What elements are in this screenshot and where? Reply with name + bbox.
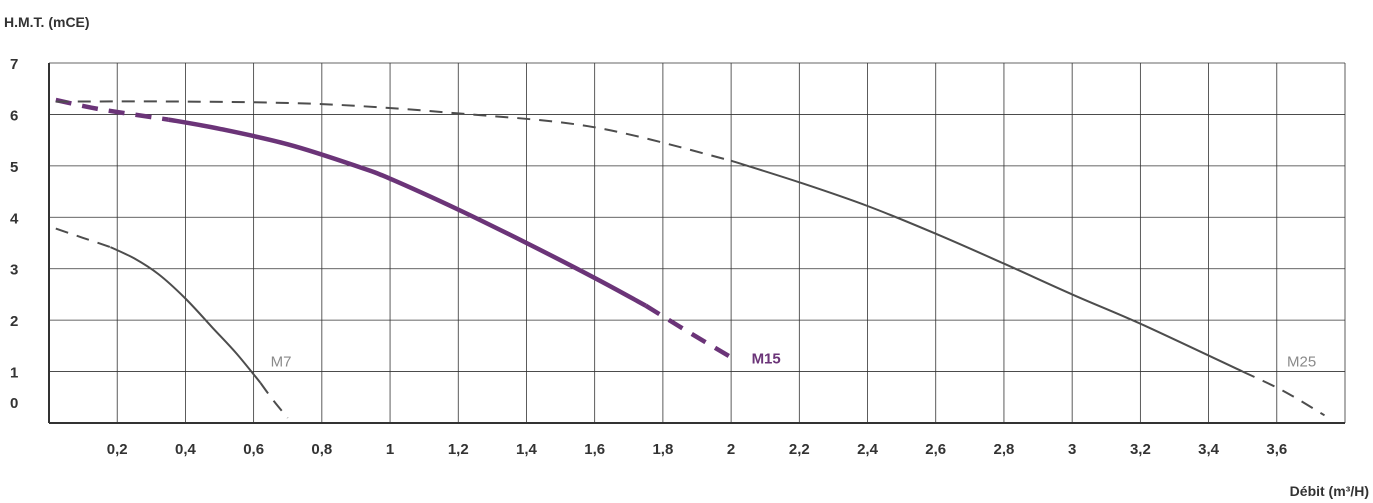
- y-tick-label: 5: [10, 159, 18, 176]
- m7-curve-dashed-start: [55, 227, 111, 249]
- x-tick-label: 2,6: [925, 441, 946, 458]
- x-tick-label: 2: [727, 441, 735, 458]
- m25-curve-solid: [730, 159, 1244, 373]
- m25-curve-dashed-start: [55, 100, 732, 162]
- x-tick-label: 2,8: [994, 441, 1015, 458]
- y-axis-title: H.M.T. (mCE): [4, 14, 90, 30]
- y-tick-label: 3: [10, 262, 18, 279]
- m15-curve-dashed-end: [644, 303, 740, 364]
- x-tick-label: 0,4: [175, 441, 197, 458]
- grid: [49, 62, 1346, 423]
- y-tick-label: 4: [10, 210, 19, 227]
- x-tick-label: 3,4: [1198, 441, 1220, 458]
- x-tick-label: 0,8: [311, 441, 332, 458]
- m15-label: M15: [752, 351, 781, 368]
- y-tick-label: 1: [10, 365, 18, 382]
- x-tick-label: 3,6: [1266, 441, 1287, 458]
- axes: [48, 63, 1345, 424]
- x-tick-label: 2,4: [857, 441, 879, 458]
- x-tick-label: 1,2: [448, 441, 469, 458]
- x-tick-label: 3,2: [1130, 441, 1151, 458]
- m15-curve-solid: [168, 117, 647, 308]
- x-tick-label: 1: [386, 441, 394, 458]
- y-tick-label: 0: [10, 395, 18, 412]
- y-tick-label: 7: [10, 56, 18, 73]
- m25-curve-dashed-end: [1242, 370, 1326, 417]
- x-tick-label: 1,8: [652, 441, 673, 458]
- x-tick-label: 0,2: [107, 441, 128, 458]
- curve-labels: M7 M15 M25: [271, 351, 1317, 371]
- m25-label: M25: [1287, 353, 1316, 370]
- x-tick-label: 1,6: [584, 441, 605, 458]
- x-tick-label: 0,6: [243, 441, 264, 458]
- curves: [55, 97, 1326, 419]
- m7-curve-dashed-end: [259, 382, 289, 419]
- x-tick-label: 2,2: [789, 441, 810, 458]
- y-tick-label: 6: [10, 107, 18, 124]
- x-axis-title: Débit (m³/H): [1290, 483, 1369, 499]
- m7-curve-solid: [109, 246, 262, 384]
- m7-label: M7: [271, 353, 292, 370]
- m15-curve-dashed-start: [55, 97, 169, 122]
- x-tick-label: 3: [1068, 441, 1076, 458]
- tick-labels: 0,2 0,4 0,6 0,8 1 1,2 1,4 1,6 1,8 2 2,2 2,4 2,6 2,8 3 3…: [10, 56, 1287, 458]
- y-tick-label: 2: [10, 313, 18, 330]
- x-tick-label: 1,4: [516, 441, 538, 458]
